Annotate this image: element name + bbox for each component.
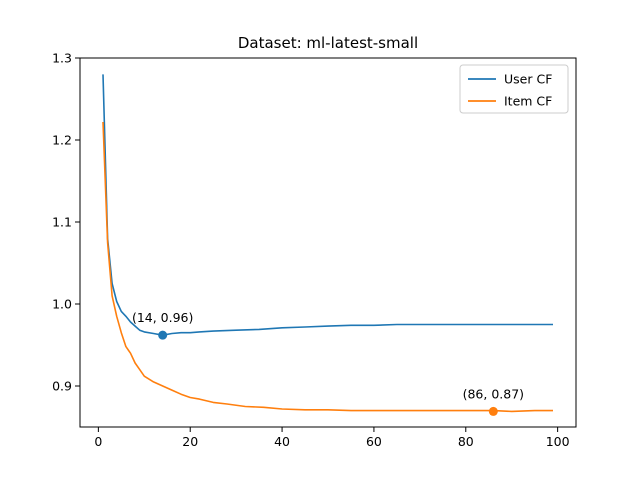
min-point-annotation-1: (86, 0.87) bbox=[463, 386, 524, 401]
legend: User CF Item CF bbox=[459, 64, 569, 114]
x-tick-label: 20 bbox=[182, 434, 198, 449]
x-axis: 0 20 40 60 80 100 bbox=[94, 427, 570, 449]
y-axis: 0.9 1.0 1.1 1.2 1.3 bbox=[52, 51, 80, 394]
y-tick-label: 1.1 bbox=[52, 215, 72, 230]
series-line-0 bbox=[102, 74, 553, 337]
x-tick-label: 0 bbox=[94, 434, 102, 449]
x-tick-label: 60 bbox=[366, 434, 382, 449]
plot-frame bbox=[79, 57, 577, 428]
chart-title: Dataset: ml-latest-small bbox=[238, 34, 418, 52]
legend-label-1: Item CF bbox=[504, 94, 552, 109]
x-tick-label: 40 bbox=[274, 434, 290, 449]
y-tick-label: 1.3 bbox=[52, 51, 72, 66]
min-point-annotation-0: (14, 0.96) bbox=[132, 310, 193, 325]
plot-area: (14, 0.96) (86, 0.87) bbox=[102, 74, 553, 416]
series-line-1 bbox=[102, 121, 553, 413]
min-point-marker-1 bbox=[488, 406, 498, 416]
y-tick-label: 1.2 bbox=[52, 133, 72, 148]
y-tick-label: 1.0 bbox=[52, 297, 72, 312]
legend-label-0: User CF bbox=[504, 72, 552, 87]
x-tick-label: 80 bbox=[458, 434, 474, 449]
y-tick-label: 0.9 bbox=[52, 379, 72, 394]
x-tick-label: 100 bbox=[546, 434, 570, 449]
min-point-marker-0 bbox=[158, 330, 168, 340]
